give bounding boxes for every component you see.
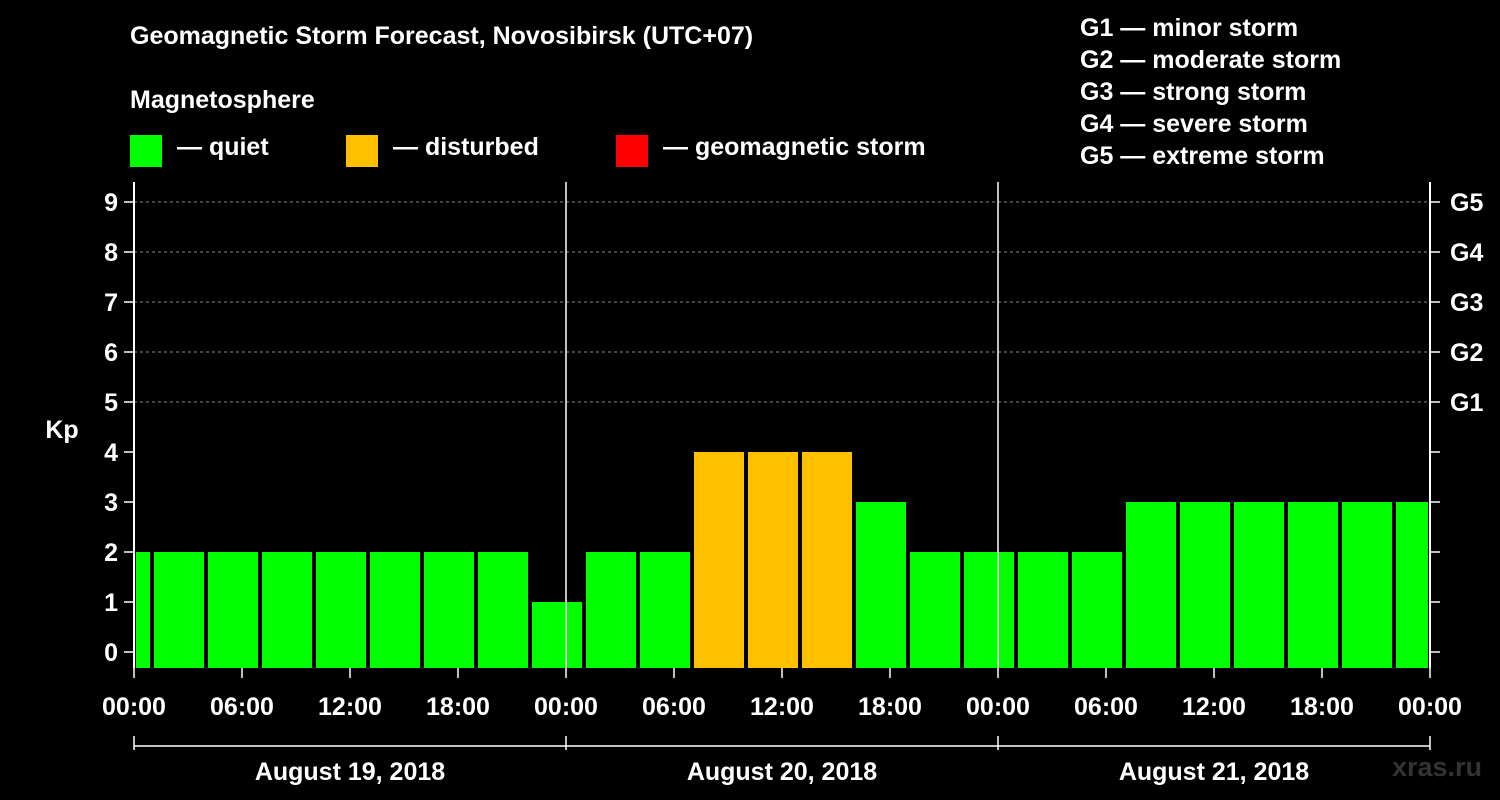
kp-bar: [1126, 502, 1176, 668]
kp-bar: [640, 552, 690, 668]
x-tick-label: 00:00: [1398, 693, 1462, 721]
chart-title: Geomagnetic Storm Forecast, Novosibirsk …: [130, 22, 754, 50]
y-axis-label: Kp: [45, 416, 78, 444]
g-level-label: G1: [1450, 389, 1483, 417]
y-tick-label: 3: [104, 489, 118, 517]
kp-bar: [1180, 502, 1230, 668]
kp-bar: [856, 502, 906, 668]
y-tick-label: 9: [104, 189, 118, 217]
y-tick-label: 4: [104, 439, 118, 467]
g-level-label: G5: [1450, 189, 1483, 217]
kp-bar: [586, 552, 636, 668]
y-tick-label: 6: [104, 339, 118, 367]
x-tick-label: 06:00: [210, 693, 274, 721]
kp-bar: [316, 552, 366, 668]
g-level-label: G3: [1450, 289, 1483, 317]
kp-bar: [1396, 502, 1428, 668]
kp-bar: [424, 552, 474, 668]
kp-bar: [910, 552, 960, 668]
x-tick-label: 12:00: [318, 693, 382, 721]
kp-bar: [208, 552, 258, 668]
x-tick-label: 00:00: [102, 693, 166, 721]
kp-bar: [748, 452, 798, 668]
y-tick-label: 0: [104, 639, 118, 667]
kp-bar: [964, 552, 1014, 668]
y-tick-label: 5: [104, 389, 118, 417]
x-tick-label: 06:00: [642, 693, 706, 721]
kp-bar: [1018, 552, 1068, 668]
kp-bar: [1072, 552, 1122, 668]
x-tick-label: 18:00: [1290, 693, 1354, 721]
kp-bar: [154, 552, 204, 668]
y-tick-label: 8: [104, 239, 118, 267]
g-level-label: G4: [1450, 239, 1483, 267]
legend-swatch-disturbed: [346, 135, 378, 167]
kp-bar: [1342, 502, 1392, 668]
g-scale-g4: G4 — severe storm: [1080, 110, 1308, 138]
x-tick-label: 06:00: [1074, 693, 1138, 721]
day-label: August 21, 2018: [1119, 758, 1309, 786]
legend-title: Magnetosphere: [130, 86, 315, 114]
kp-bar: [694, 452, 744, 668]
kp-bar: [532, 602, 582, 668]
kp-bar: [370, 552, 420, 668]
x-tick-label: 00:00: [534, 693, 598, 721]
legend-swatch-storm: [616, 135, 648, 167]
x-tick-label: 00:00: [966, 693, 1030, 721]
g-scale-g1: G1 — minor storm: [1080, 14, 1299, 42]
kp-bar: [1234, 502, 1284, 668]
y-tick-label: 7: [104, 289, 118, 317]
x-tick-label: 18:00: [426, 693, 490, 721]
legend-label-disturbed: — disturbed: [393, 133, 539, 161]
x-tick-label: 12:00: [750, 693, 814, 721]
x-tick-label: 18:00: [858, 693, 922, 721]
kp-bar: [262, 552, 312, 668]
legend-label-storm: — geomagnetic storm: [663, 133, 926, 161]
g-scale-g5: G5 — extreme storm: [1080, 142, 1325, 170]
kp-bar: [478, 552, 528, 668]
kp-bar: [802, 452, 852, 668]
legend-swatch-quiet: [130, 135, 162, 167]
day-label: August 19, 2018: [255, 758, 445, 786]
kp-bar: [1288, 502, 1338, 668]
watermark: xras.ru: [1391, 752, 1482, 782]
x-tick-label: 12:00: [1182, 693, 1246, 721]
y-tick-label: 2: [104, 539, 118, 567]
g-scale-g3: G3 — strong storm: [1080, 78, 1307, 106]
y-tick-label: 1: [104, 589, 118, 617]
legend-label-quiet: — quiet: [177, 133, 269, 161]
g-scale-g2: G2 — moderate storm: [1080, 46, 1342, 74]
g-level-label: G2: [1450, 339, 1483, 367]
day-label: August 20, 2018: [687, 758, 877, 786]
kp-bar: [136, 552, 150, 668]
